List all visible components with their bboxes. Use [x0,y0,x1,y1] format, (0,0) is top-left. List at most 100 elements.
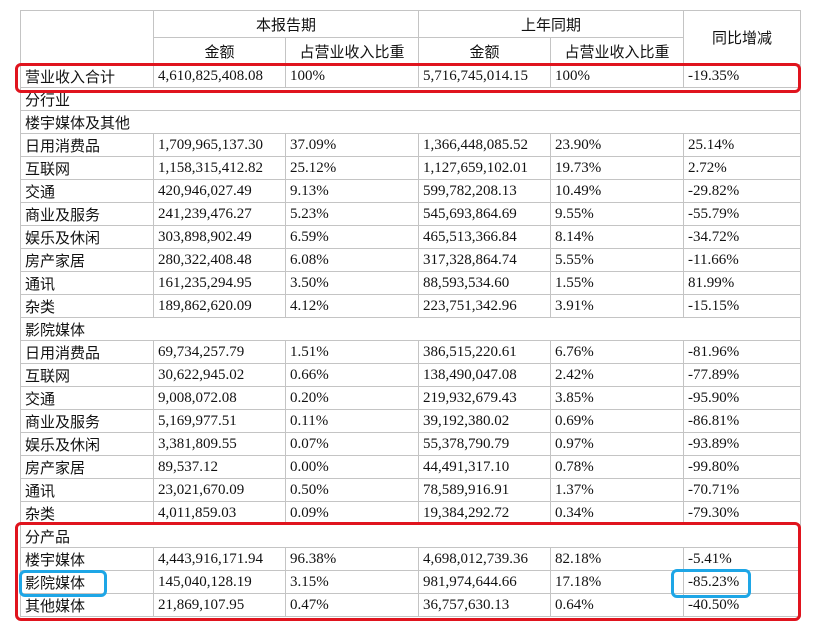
row-label: 杂类 [20,501,154,525]
yoy-change: -11.66% [683,248,801,272]
current-share: 25.12% [285,156,419,180]
row-label: 娱乐及休闲 [20,225,154,249]
prior-share: 10.49% [550,179,684,203]
prior-amount: 223,751,342.96 [418,294,551,318]
row-label: 交通 [20,179,154,203]
current-amount: 420,946,027.49 [153,179,286,203]
table-row: 房产家居 89,537.12 0.00% 44,491,317.10 0.78% -99.… [20,455,801,479]
row-label: 楼宇媒体 [20,547,154,571]
current-amount: 23,021,670.09 [153,478,286,502]
prior-share: 0.69% [550,409,684,433]
subheader: 金额 [153,37,286,65]
prior-amount: 78,589,916.91 [418,478,551,502]
prior-share: 3.91% [550,294,684,318]
prior-share: 17.18% [550,570,684,594]
current-amount: 5,169,977.51 [153,409,286,433]
prior-amount: 981,974,644.66 [418,570,551,594]
yoy-change: -85.23% [683,570,801,594]
table-row: 通讯 23,021,670.09 0.50% 78,589,916.91 1.37% -7… [20,478,801,502]
current-share: 6.08% [285,248,419,272]
revenue-table: 本报告期 上年同期 同比增减 金额 占营业收入比重 金额 占营业收入比重 营业收… [20,10,801,617]
prior-share: 1.37% [550,478,684,502]
prior-amount: 219,932,679.43 [418,386,551,410]
prior-share: 2.42% [550,363,684,387]
prior-share: 0.97% [550,432,684,456]
current-amount: 1,158,315,412.82 [153,156,286,180]
prior-amount: 1,127,659,102.01 [418,156,551,180]
prior-share: 19.73% [550,156,684,180]
yoy-change: 25.14% [683,133,801,157]
current-amount: 30,622,945.02 [153,363,286,387]
corner-cell [20,10,154,65]
row-label: 娱乐及休闲 [20,432,154,456]
table-row: 分行业 [20,87,801,111]
prior-amount: 4,698,012,739.36 [418,547,551,571]
prior-amount: 5,716,745,014.15 [418,64,551,88]
row-label: 房产家居 [20,455,154,479]
subheader: 金额 [418,37,551,65]
table-row: 商业及服务 241,239,476.27 5.23% 545,693,864.69 9.… [20,202,801,226]
row-label: 房产家居 [20,248,154,272]
yoy-change: 2.72% [683,156,801,180]
table-row: 娱乐及休闲 303,898,902.49 6.59% 465,513,366.84 8.… [20,225,801,249]
prior-amount: 317,328,864.74 [418,248,551,272]
yoy-change: -19.35% [683,64,801,88]
prior-amount: 36,757,630.13 [418,593,551,617]
current-share: 6.59% [285,225,419,249]
current-share: 0.00% [285,455,419,479]
table-row: 互联网 30,622,945.02 0.66% 138,490,047.08 2.42%… [20,363,801,387]
yoy-change: -70.71% [683,478,801,502]
table-row: 楼宇媒体及其他 [20,110,801,134]
current-share: 3.50% [285,271,419,295]
row-label: 通讯 [20,271,154,295]
yoy-change: -40.50% [683,593,801,617]
current-share: 4.12% [285,294,419,318]
current-amount: 145,040,128.19 [153,570,286,594]
header-prior: 上年同期 [418,10,684,38]
current-share: 96.38% [285,547,419,571]
table-row: 其他媒体 21,869,107.95 0.47% 36,757,630.13 0.64%… [20,593,801,617]
current-amount: 1,709,965,137.30 [153,133,286,157]
table-row: 影院媒体 145,040,128.19 3.15% 981,974,644.66 17.… [20,570,801,594]
table-row: 交通 420,946,027.49 9.13% 599,782,208.13 10.49… [20,179,801,203]
table-row: 交通 9,008,072.08 0.20% 219,932,679.43 3.85% -9… [20,386,801,410]
current-share: 0.20% [285,386,419,410]
subheader: 占营业收入比重 [550,37,684,65]
prior-amount: 19,384,292.72 [418,501,551,525]
yoy-change: -15.15% [683,294,801,318]
prior-amount: 1,366,448,085.52 [418,133,551,157]
current-share: 0.11% [285,409,419,433]
row-label: 交通 [20,386,154,410]
prior-amount: 55,378,790.79 [418,432,551,456]
current-share: 0.47% [285,593,419,617]
yoy-change: -5.41% [683,547,801,571]
prior-share: 8.14% [550,225,684,249]
yoy-change: -77.89% [683,363,801,387]
prior-share: 1.55% [550,271,684,295]
prior-share: 0.64% [550,593,684,617]
current-share: 0.50% [285,478,419,502]
table-row: 楼宇媒体 4,443,916,171.94 96.38% 4,698,012,739.… [20,547,801,571]
prior-share: 0.78% [550,455,684,479]
current-amount: 4,443,916,171.94 [153,547,286,571]
current-amount: 4,610,825,408.08 [153,64,286,88]
prior-share: 3.85% [550,386,684,410]
row-label: 互联网 [20,156,154,180]
yoy-change: -55.79% [683,202,801,226]
prior-share: 6.76% [550,340,684,364]
section-label: 影院媒体 [20,317,801,341]
prior-amount: 599,782,208.13 [418,179,551,203]
current-amount: 303,898,902.49 [153,225,286,249]
current-amount: 4,011,859.03 [153,501,286,525]
yoy-change: 81.99% [683,271,801,295]
prior-amount: 88,593,534.60 [418,271,551,295]
current-share: 0.66% [285,363,419,387]
row-label: 互联网 [20,363,154,387]
yoy-change: -95.90% [683,386,801,410]
current-amount: 3,381,809.55 [153,432,286,456]
row-label: 日用消费品 [20,133,154,157]
prior-share: 0.34% [550,501,684,525]
yoy-change: -79.30% [683,501,801,525]
yoy-change: -29.82% [683,179,801,203]
prior-share: 82.18% [550,547,684,571]
